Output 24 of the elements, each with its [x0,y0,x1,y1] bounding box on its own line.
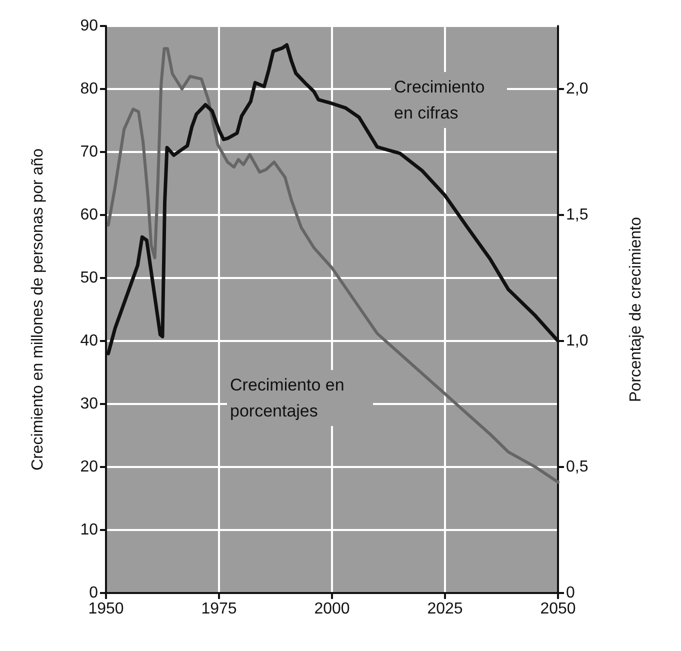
y-tick-label: 0 [89,584,98,602]
y-tick-label: 80 [80,80,98,98]
x-tick-label: 2050 [540,600,576,618]
y-tick-label: 20 [80,458,98,476]
annotation: Crecimiento en porcentajes [230,376,350,420]
y2-tick-label: 2,0 [566,80,588,98]
y2-tick-label: 1,5 [566,206,588,224]
y-axis-title: Crecimiento en millones de personas por año [30,148,46,470]
y2-tick-label: 0 [566,584,575,602]
x-tick-label: 2025 [427,600,463,618]
y2-axis-title: Porcentaje de crecimiento [628,216,644,402]
y-tick-label: 70 [80,144,98,160]
y2-tick-label: 1,0 [566,332,588,350]
y-tick-label: 90 [80,18,98,34]
y-tick-label: 50 [80,270,98,286]
x-tick-label: 1950 [88,600,124,618]
y-tick-label: 10 [80,522,98,538]
y-tick-label: 30 [80,396,98,412]
x-tick-label: 2000 [314,600,350,618]
y2-tick-label: 0,5 [566,458,588,476]
y-tick-label: 60 [80,206,98,224]
y-tick-label: 40 [80,332,98,350]
x-tick-label: 1975 [201,600,237,618]
annotation: Crecimiento en cifras [394,78,490,122]
